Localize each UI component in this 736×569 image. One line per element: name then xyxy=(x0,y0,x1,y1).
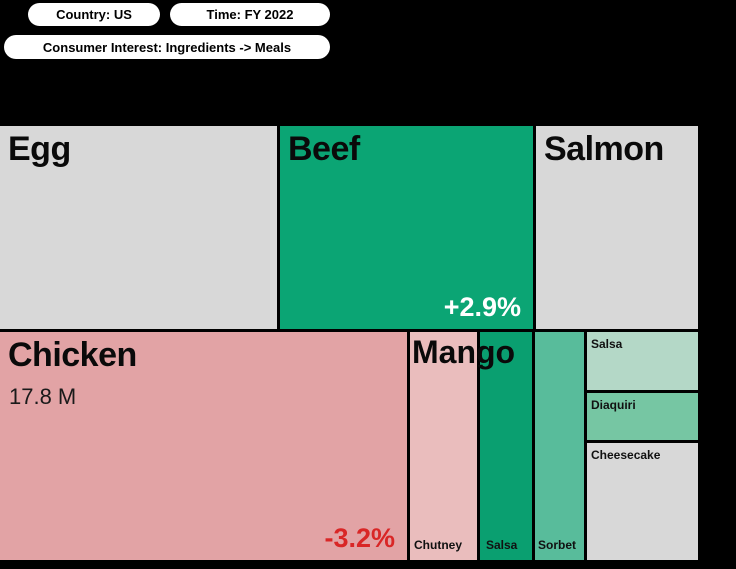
tile-beef[interactable]: Beef +2.9% xyxy=(280,126,533,329)
tile-beef-label: Beef xyxy=(288,130,360,168)
consumer-interest-filter-label: Consumer Interest: Ingredients -> Meals xyxy=(42,39,292,55)
tile-mango-chutney-label: Chutney xyxy=(414,538,462,552)
tile-mango-salsa[interactable]: Salsa xyxy=(480,332,532,560)
tile-beef-change: +2.9% xyxy=(443,292,521,322)
tile-mango-sorbet-label: Sorbet xyxy=(538,538,577,552)
tile-diaquiri-label: Diaquiri xyxy=(591,398,636,412)
tile-salmon[interactable]: Salmon xyxy=(536,126,698,329)
tile-chicken-value: 17.8 M xyxy=(9,384,77,409)
tile-cheesecake-label: Cheesecake xyxy=(591,448,661,462)
time-filter-pill[interactable]: Time: FY 2022 xyxy=(170,3,330,26)
tile-egg-label: Egg xyxy=(8,130,71,168)
time-filter-label: Time: FY 2022 xyxy=(206,7,294,22)
tile-mango-sorbet[interactable]: Sorbet xyxy=(535,332,584,560)
tile-salmon-label: Salmon xyxy=(544,130,664,168)
tile-egg[interactable]: Egg xyxy=(0,126,277,329)
tile-cheesecake[interactable]: Cheesecake xyxy=(587,443,698,560)
country-filter-pill[interactable]: Country: US xyxy=(28,3,160,26)
tile-diaquiri[interactable]: Diaquiri xyxy=(587,393,698,440)
tile-mango-chutney[interactable]: Chutney xyxy=(410,332,477,560)
country-filter-label: Country: US xyxy=(56,7,132,22)
tile-salsa[interactable]: Salsa xyxy=(587,332,698,390)
tile-chicken[interactable]: Chicken 17.8 M -3.2% xyxy=(0,332,407,560)
tile-salsa-label: Salsa xyxy=(591,337,623,351)
tile-chicken-change: -3.2% xyxy=(324,523,395,553)
tile-chicken-label: Chicken xyxy=(8,336,137,374)
consumer-interest-filter-pill[interactable]: Consumer Interest: Ingredients -> Meals xyxy=(4,35,330,59)
tile-mango-salsa-label: Salsa xyxy=(486,538,518,552)
